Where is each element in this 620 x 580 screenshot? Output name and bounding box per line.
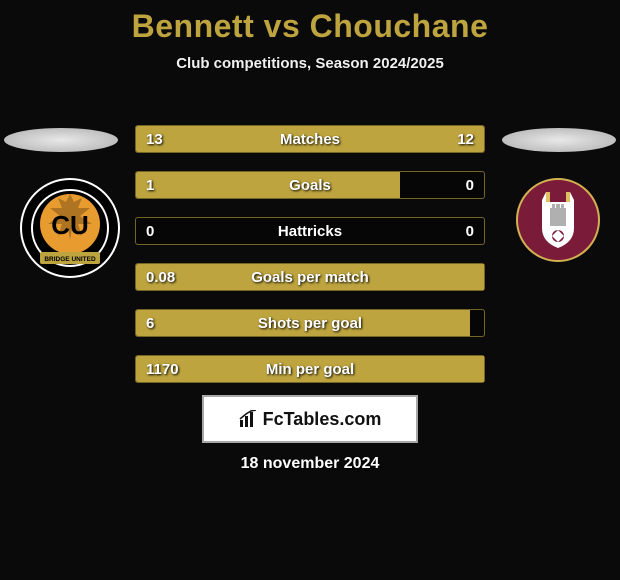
stat-right-value: 0	[466, 177, 474, 194]
crest-left-svg: CU BRIDGE UNITED	[20, 178, 120, 278]
source-logo: FcTables.com	[202, 395, 418, 443]
stat-label: Shots per goal	[136, 315, 484, 332]
subtitle: Club competitions, Season 2024/2025	[0, 55, 620, 72]
page-title: Bennett vs Chouchane	[0, 0, 620, 45]
source-logo-text: FcTables.com	[263, 409, 382, 430]
club-crest-left: CU BRIDGE UNITED	[20, 178, 120, 278]
stat-row: 0.08Goals per match	[135, 263, 485, 291]
stats-container: 13Matches121Goals00Hattricks00.08Goals p…	[135, 125, 485, 383]
svg-text:BRIDGE UNITED: BRIDGE UNITED	[44, 256, 96, 263]
stat-label: Matches	[136, 131, 484, 148]
stat-row: 6Shots per goal	[135, 309, 485, 337]
crest-right-svg	[516, 178, 600, 262]
stat-label: Goals per match	[136, 269, 484, 286]
stat-row: 1170Min per goal	[135, 355, 485, 383]
player-platform-right	[502, 128, 616, 152]
club-crest-right	[516, 178, 600, 262]
stat-label: Hattricks	[136, 223, 484, 240]
svg-text:CU: CU	[51, 210, 89, 240]
stat-row: 13Matches12	[135, 125, 485, 153]
stat-row: 1Goals0	[135, 171, 485, 199]
chart-icon	[239, 410, 257, 428]
date-label: 18 november 2024	[0, 455, 620, 473]
stat-label: Min per goal	[136, 361, 484, 378]
stat-right-value: 12	[457, 131, 474, 148]
stat-row: 0Hattricks0	[135, 217, 485, 245]
stat-label: Goals	[136, 177, 484, 194]
player-platform-left	[4, 128, 118, 152]
stat-right-value: 0	[466, 223, 474, 240]
